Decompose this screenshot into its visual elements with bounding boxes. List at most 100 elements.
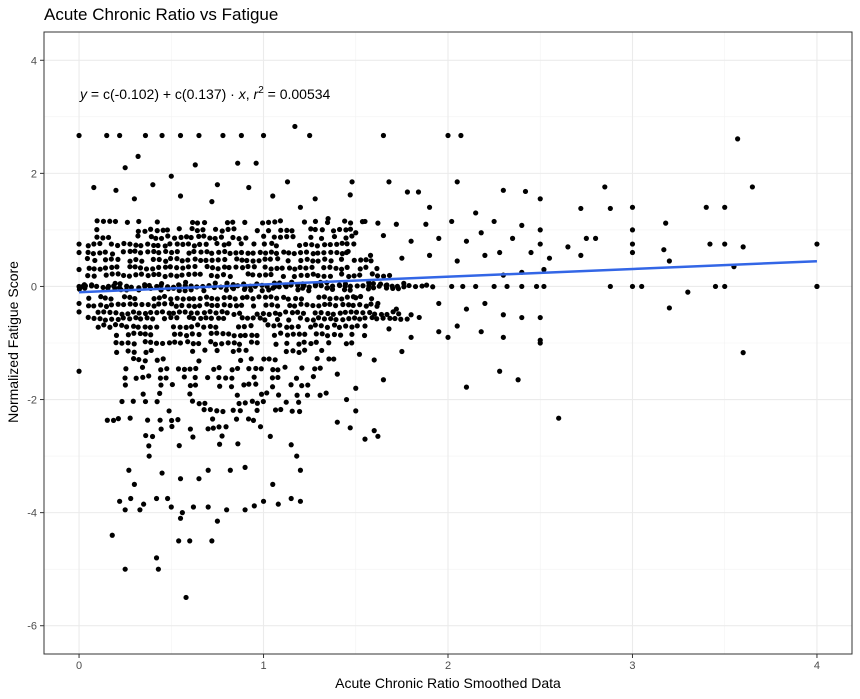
data-point (109, 264, 115, 271)
data-point (263, 302, 269, 308)
data-point (113, 310, 119, 316)
data-point (130, 323, 137, 329)
data-point (310, 373, 316, 380)
data-point (284, 340, 290, 346)
data-point (138, 243, 144, 249)
data-point (257, 249, 263, 255)
data-point (416, 314, 422, 321)
data-point (269, 240, 275, 246)
y-tick-label: 2 (31, 168, 37, 180)
data-point (143, 349, 149, 355)
data-point (139, 301, 145, 308)
data-point (328, 258, 334, 264)
data-point (186, 271, 192, 277)
data-point (291, 273, 297, 280)
data-point (203, 294, 210, 300)
data-point (368, 296, 375, 302)
data-point (310, 271, 316, 277)
data-point (304, 256, 310, 262)
data-point (308, 234, 314, 240)
data-point (164, 495, 171, 502)
data-point (269, 375, 276, 381)
data-point (216, 249, 222, 255)
data-point (196, 233, 202, 239)
data-point (76, 309, 82, 315)
data-point (175, 366, 182, 372)
data-point (168, 296, 174, 302)
data-point (214, 182, 221, 188)
data-point (250, 303, 257, 309)
data-point (347, 287, 353, 293)
data-point (268, 249, 275, 255)
data-point (292, 123, 298, 130)
data-point (232, 296, 238, 302)
data-point (182, 309, 188, 315)
data-point (565, 244, 571, 250)
data-point (363, 303, 369, 309)
data-point (214, 240, 220, 247)
data-point (208, 272, 214, 279)
data-point (158, 382, 164, 388)
data-point (263, 272, 269, 278)
data-point (324, 219, 331, 226)
data-point (722, 204, 728, 210)
data-point (142, 324, 148, 330)
data-point (188, 234, 194, 241)
data-point (436, 329, 442, 335)
data-point (166, 408, 172, 414)
data-point (192, 256, 198, 262)
data-point (130, 398, 136, 404)
data-point (203, 257, 209, 263)
data-point (200, 227, 206, 233)
data-point (260, 498, 267, 504)
data-point (112, 218, 119, 225)
data-point (100, 218, 107, 224)
data-point (156, 264, 162, 270)
data-point (97, 250, 103, 256)
data-point (196, 358, 202, 364)
data-point (113, 340, 119, 346)
data-point (132, 248, 138, 254)
data-point (351, 273, 357, 279)
data-point (169, 423, 175, 430)
data-point (222, 256, 228, 263)
data-point (383, 285, 390, 291)
data-point (222, 248, 228, 255)
data-point (190, 434, 196, 440)
data-point (239, 315, 245, 321)
data-point (187, 382, 194, 389)
data-point (115, 256, 121, 262)
data-point (500, 334, 506, 340)
data-point (151, 271, 157, 278)
data-point (360, 310, 366, 316)
data-point (327, 264, 333, 270)
data-point (666, 305, 672, 311)
data-point (277, 311, 283, 317)
data-point (164, 227, 171, 233)
data-point (556, 415, 562, 421)
data-point (239, 295, 246, 301)
data-point (408, 312, 414, 318)
data-point (151, 296, 157, 302)
data-point (109, 251, 116, 257)
data-point (193, 365, 199, 372)
data-point (343, 235, 349, 241)
data-point (212, 280, 218, 286)
data-point (234, 392, 240, 398)
data-point (426, 252, 433, 258)
data-point (666, 258, 672, 264)
data-point (107, 324, 113, 330)
data-point (393, 221, 399, 227)
data-point (76, 266, 82, 273)
data-point (154, 228, 160, 234)
data-point (131, 341, 137, 347)
data-point (491, 218, 497, 225)
data-point (359, 219, 366, 225)
data-point (537, 314, 543, 321)
data-point (123, 366, 129, 372)
data-point (408, 334, 414, 340)
data-point (290, 331, 296, 337)
data-point (722, 241, 728, 247)
data-point (369, 271, 375, 277)
